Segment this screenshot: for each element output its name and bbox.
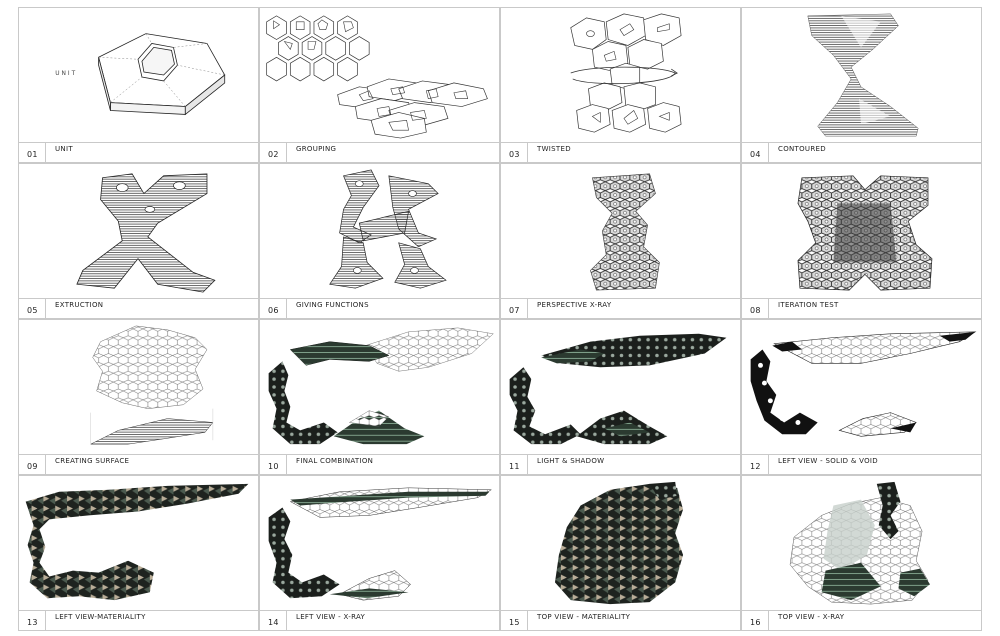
panel-caption: 13 LEFT VIEW-MATERIALITY [19, 610, 258, 630]
panel-11: 11 LIGHT & SHADOW [500, 319, 741, 475]
panel-image [501, 320, 740, 455]
panel-number: 15 [509, 618, 520, 627]
panel-title: TWISTED [537, 145, 571, 153]
drawing-sheet: UNIT 01 UNIT [18, 7, 982, 631]
panel-number: 07 [509, 306, 520, 315]
panel-title: ITERATION TEST [778, 301, 839, 309]
panel-title: FINAL COMBINATION [296, 457, 374, 465]
panel-image [742, 8, 981, 143]
panel-title: LEFT VIEW - SOLID & VOID [778, 457, 878, 465]
panel-number: 13 [27, 618, 38, 627]
panel-number: 16 [750, 618, 761, 627]
panel-number: 14 [268, 618, 279, 627]
panel-title: EXTRUCTION [55, 301, 104, 309]
panel-number: 01 [27, 150, 38, 159]
panel-image [742, 320, 981, 455]
panel-title: UNIT [55, 145, 73, 153]
panel-caption: 08 ITERATION TEST [742, 298, 981, 318]
panel-03: 03 TWISTED [500, 7, 741, 163]
panel-number: 08 [750, 306, 761, 315]
panel-caption: 02 GROUPING [260, 142, 499, 162]
panel-14: 14 LEFT VIEW - X-RAY [259, 475, 500, 631]
panel-image [260, 320, 499, 455]
panel-02: 02 GROUPING [259, 7, 500, 163]
panel-caption: 15 TOP VIEW - MATERIALITY [501, 610, 740, 630]
panel-image [742, 476, 981, 611]
panel-10: 10 FINAL COMBINATION [259, 319, 500, 475]
panel-image [19, 476, 258, 611]
panel-caption: 11 LIGHT & SHADOW [501, 454, 740, 474]
panel-title: CREATING SURFACE [55, 457, 130, 465]
xray-left-drawing [268, 487, 493, 601]
unit-label: UNIT [55, 71, 77, 77]
solid-void-drawing [750, 331, 977, 437]
top-materiality-drawing [554, 481, 684, 605]
materiality-left-drawing [25, 483, 249, 601]
twisted-drawing [570, 13, 682, 133]
panel-image [19, 320, 258, 455]
panel-caption: 12 LEFT VIEW - SOLID & VOID [742, 454, 981, 474]
panel-05: 05 EXTRUCTION [18, 163, 259, 319]
functions-drawing [329, 169, 447, 289]
panel-number: 10 [268, 462, 279, 471]
panel-number: 12 [750, 462, 761, 471]
top-xray-drawing [789, 481, 930, 605]
grouping-drawing [266, 15, 488, 139]
panel-13: 13 LEFT VIEW-MATERIALITY [18, 475, 259, 631]
panel-image [260, 476, 499, 611]
panel-image [260, 164, 499, 299]
panel-caption: 07 PERSPECTIVE X-RAY [501, 298, 740, 318]
panel-number: 11 [509, 462, 520, 471]
contoured-drawing [807, 13, 919, 137]
panel-caption: 14 LEFT VIEW - X-RAY [260, 610, 499, 630]
panel-16: 16 TOP VIEW - X-RAY [741, 475, 982, 631]
panel-12: 12 LEFT VIEW - SOLID & VOID [741, 319, 982, 475]
panel-caption: 06 GIVING FUNCTIONS [260, 298, 499, 318]
panel-caption: 10 FINAL COMBINATION [260, 454, 499, 474]
panel-image [501, 164, 740, 299]
panel-caption: 04 CONTOURED [742, 142, 981, 162]
iteration-test-drawing [797, 175, 933, 291]
perspective-xray-drawing [590, 173, 660, 291]
panel-title: GIVING FUNCTIONS [296, 301, 369, 309]
panel-07: 07 PERSPECTIVE X-RAY [500, 163, 741, 319]
panel-01: UNIT 01 UNIT [18, 7, 259, 163]
panel-title: CONTOURED [778, 145, 826, 153]
panel-title: TOP VIEW - X-RAY [778, 613, 845, 621]
panel-number: 02 [268, 150, 279, 159]
panel-title: LEFT VIEW-MATERIALITY [55, 613, 146, 621]
panel-caption: 03 TWISTED [501, 142, 740, 162]
panel-title: GROUPING [296, 145, 337, 153]
panel-08: 08 ITERATION TEST [741, 163, 982, 319]
panel-image [260, 8, 499, 143]
light-shadow-drawing [509, 333, 727, 445]
panel-title: LIGHT & SHADOW [537, 457, 605, 465]
panel-image [742, 164, 981, 299]
panel-04: 04 CONTOURED [741, 7, 982, 163]
panel-image: UNIT [19, 8, 258, 143]
panel-title: PERSPECTIVE X-RAY [537, 301, 612, 309]
unit-drawing: UNIT [55, 33, 226, 116]
panel-caption: 01 UNIT [19, 142, 258, 162]
panel-caption: 05 EXTRUCTION [19, 298, 258, 318]
panel-number: 09 [27, 462, 38, 471]
panel-15: 15 TOP VIEW - MATERIALITY [500, 475, 741, 631]
panel-number: 03 [509, 150, 520, 159]
panel-title: TOP VIEW - MATERIALITY [537, 613, 631, 621]
panel-caption: 09 CREATING SURFACE [19, 454, 258, 474]
final-combination-drawing [268, 327, 494, 445]
panel-06: 06 GIVING FUNCTIONS [259, 163, 500, 319]
panel-caption: 16 TOP VIEW - X-RAY [742, 610, 981, 630]
panel-title: LEFT VIEW - X-RAY [296, 613, 366, 621]
extrusion-drawing [76, 173, 216, 293]
creating-surface-drawing [90, 325, 214, 445]
panel-09: 09 CREATING SURFACE [18, 319, 259, 475]
panel-image [501, 8, 740, 143]
panel-image [19, 164, 258, 299]
panel-number: 05 [27, 306, 38, 315]
panel-number: 04 [750, 150, 761, 159]
panel-number: 06 [268, 306, 279, 315]
panel-image [501, 476, 740, 611]
